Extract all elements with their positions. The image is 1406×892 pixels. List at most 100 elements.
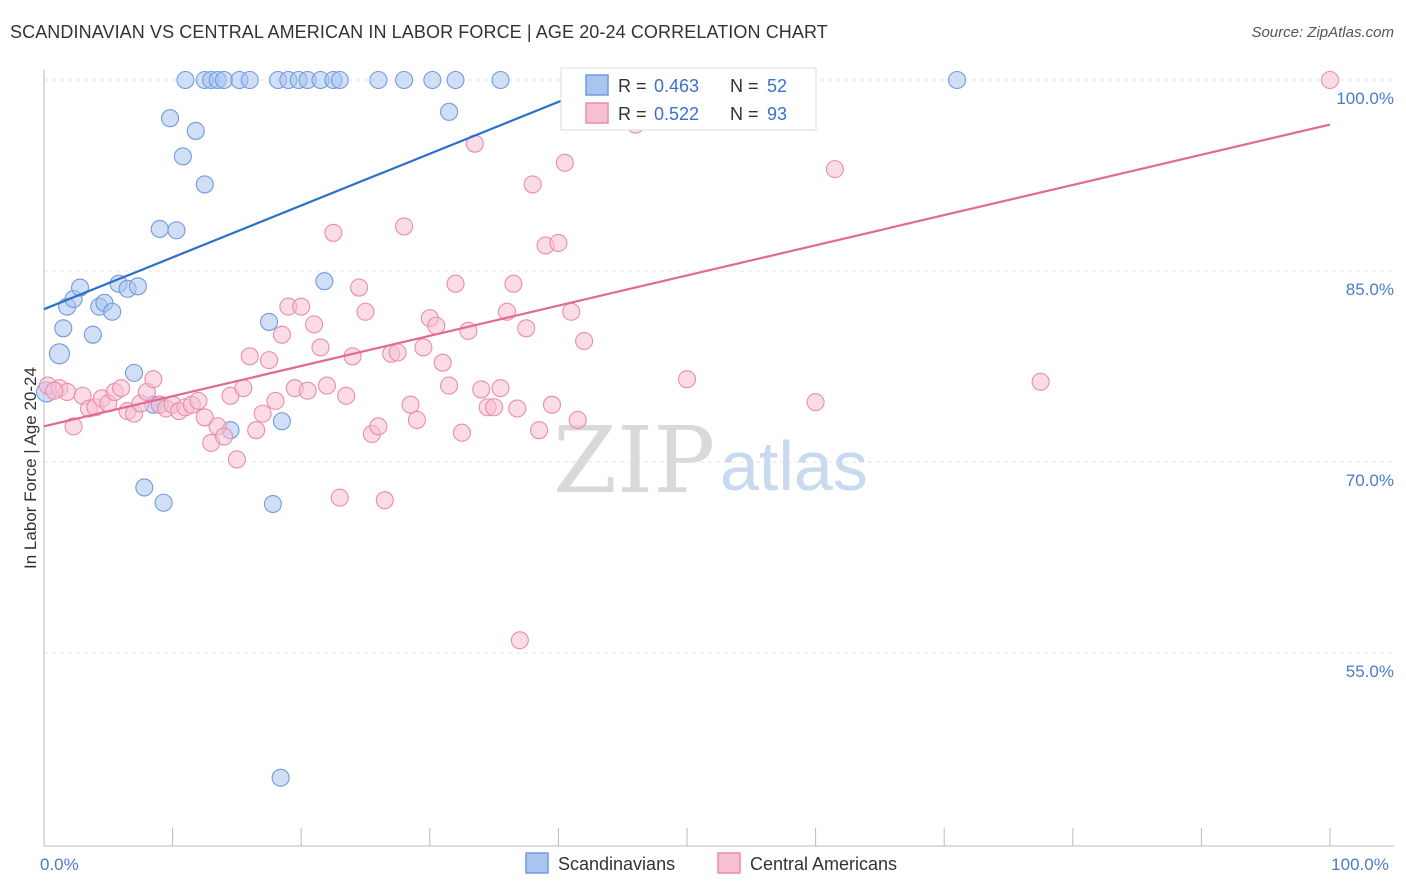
stats-legend: R = 0.463 N = 52 R = 0.522 N = 93 — [560, 67, 817, 131]
scandinavian-point — [240, 70, 259, 90]
legend-r-label-2: R = — [618, 104, 647, 124]
central-american-point — [298, 381, 317, 400]
scandinavian-point — [423, 70, 442, 90]
scandinavian-point — [186, 121, 205, 140]
central-american-point — [311, 338, 330, 357]
central-american-point — [317, 376, 336, 395]
central-american-point — [189, 391, 208, 410]
central-american-point — [407, 410, 426, 430]
central-american-point — [227, 450, 246, 469]
central-american-point — [491, 379, 510, 398]
scandinavian-point — [173, 147, 192, 166]
central-american-point — [806, 393, 825, 412]
central-american-point — [144, 370, 163, 389]
central-american-point — [508, 399, 527, 418]
scandinavian-point — [491, 70, 510, 90]
central-american-point — [523, 175, 542, 194]
central-american-point — [401, 395, 420, 414]
scandinavian-point — [446, 70, 465, 90]
central-american-point — [549, 233, 568, 253]
scandinavian-point — [83, 325, 102, 344]
y-axis-label: In Labor Force | Age 20-24 — [21, 367, 40, 569]
central-american-point — [575, 331, 594, 351]
scandinavian-point — [948, 70, 967, 90]
legend-n-label-1: N = — [730, 76, 759, 96]
central-american-point — [568, 410, 587, 430]
axes — [43, 70, 1394, 847]
central-american-point — [64, 417, 83, 436]
scandinavian-point — [54, 319, 73, 338]
series-legend: Scandinavians Central Americans — [525, 852, 897, 874]
central-american-point — [272, 325, 291, 344]
central-american-point — [440, 376, 459, 395]
central-american-point — [45, 381, 64, 400]
scandinavian-point — [330, 70, 349, 90]
scandinavian-point — [150, 219, 169, 239]
legend-swatch-central-americans — [585, 102, 609, 124]
scandinavian-point — [103, 302, 122, 321]
central-american-point — [259, 351, 279, 370]
central-american-point — [356, 302, 375, 321]
scandinavian-point — [195, 175, 214, 194]
central-american-point — [555, 153, 574, 172]
scandinavian-point — [70, 278, 90, 297]
central-american-point — [562, 302, 581, 321]
scandinavian-point — [271, 768, 290, 787]
scandinavian-point — [259, 312, 279, 331]
central-american-point — [395, 217, 414, 236]
central-american-point — [253, 404, 272, 423]
x-tick-label-1: 100.0% — [1331, 855, 1389, 874]
central-american-point — [530, 421, 549, 440]
central-american-point — [433, 353, 452, 372]
central-american-point — [1320, 70, 1340, 90]
scandinavian-point — [369, 70, 388, 90]
central-american-point — [247, 421, 266, 440]
scandinavian-point — [395, 70, 414, 90]
scandinavian-point — [214, 70, 234, 90]
legend-swatch-scandinavians — [585, 74, 609, 96]
central-american-point — [414, 338, 433, 357]
trend-lines — [43, 85, 1331, 428]
legend-n-value-1: 52 — [767, 76, 787, 96]
central-american-point — [330, 488, 349, 507]
scandinavian-point — [128, 277, 147, 296]
central-american-point — [214, 427, 234, 446]
central-american-point — [350, 278, 369, 297]
central-american-point — [510, 631, 529, 650]
gridlines — [44, 79, 1394, 654]
scandinavian-point — [48, 343, 70, 365]
central-american-trend-line — [43, 123, 1331, 428]
scandinavian-point — [135, 478, 154, 497]
chart-title: SCANDINAVIAN VS CENTRAL AMERICAN IN LABO… — [10, 22, 828, 42]
central-american-point — [112, 379, 131, 398]
central-american-point — [517, 319, 536, 338]
x-tick-labels: 0.0% 100.0% — [40, 855, 1389, 874]
legend-r-label-1: R = — [618, 76, 647, 96]
central-american-point — [369, 417, 388, 436]
central-american-point — [375, 491, 394, 510]
bottom-legend-swatch-scandinavians — [525, 852, 549, 874]
x-tick-label-0: 0.0% — [40, 855, 79, 874]
central-american-point — [324, 223, 343, 242]
central-american-point — [452, 423, 472, 442]
y-tick-label-2: 85.0% — [1346, 280, 1394, 299]
legend-n-label-2: N = — [730, 104, 759, 124]
y-tick-labels: 55.0% 70.0% 85.0% 100.0% — [1336, 89, 1394, 681]
scandinavian-point — [167, 221, 186, 240]
watermark-atlas: atlas — [720, 427, 868, 505]
bottom-legend-label-scandinavians: Scandinavians — [558, 854, 675, 874]
legend-r-value-2: 0.522 — [654, 104, 699, 124]
scandinavian-point — [176, 70, 195, 90]
central-american-point — [195, 408, 214, 427]
central-american-point — [485, 398, 504, 417]
scandinavian-point — [160, 109, 180, 128]
central-american-point — [292, 297, 311, 316]
central-american-point — [240, 347, 259, 366]
central-american-point — [1031, 372, 1050, 391]
scandinavian-point — [263, 494, 282, 514]
central-american-point — [337, 386, 356, 405]
central-american-point — [427, 316, 446, 335]
y-tick-label-3: 100.0% — [1336, 89, 1394, 108]
y-tick-label-0: 55.0% — [1346, 662, 1394, 681]
